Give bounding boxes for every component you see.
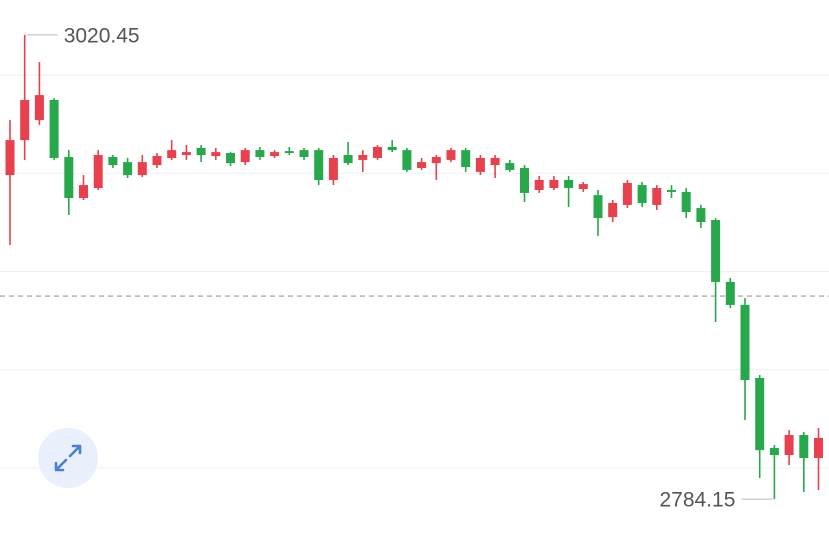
candle-body [446, 150, 456, 160]
candle-body [299, 150, 309, 157]
candle-body [211, 152, 221, 157]
candle-body [226, 153, 235, 164]
candle-body [64, 156, 74, 199]
candle-body [578, 184, 588, 190]
candle-body [667, 189, 676, 192]
candle-body [284, 151, 294, 154]
candle-body [461, 150, 471, 168]
candle-body [475, 157, 485, 172]
candle-body [358, 155, 368, 160]
max-label: 3020.45 [64, 24, 140, 47]
expand-button[interactable] [38, 428, 98, 488]
candle-body [652, 188, 662, 205]
candle-body [622, 182, 632, 205]
candle-body [79, 185, 88, 199]
expand-icon[interactable] [54, 444, 82, 472]
candle-body [637, 185, 647, 203]
candle-body [490, 157, 500, 166]
candle-body [417, 162, 427, 168]
candle-body [93, 155, 103, 189]
candle-body [755, 378, 765, 451]
candle-body [696, 208, 706, 223]
candle-body [240, 150, 250, 163]
candle-body [534, 179, 544, 190]
candle-body [152, 156, 162, 166]
candle-body [387, 146, 397, 151]
candle-body [123, 162, 133, 176]
candle-body [34, 95, 44, 121]
candle-body [167, 150, 177, 158]
candle-body [505, 163, 515, 170]
candle-body [5, 140, 15, 176]
candle-body [431, 156, 441, 164]
candle-body [328, 157, 338, 180]
candle-body [20, 100, 30, 141]
candle-body [799, 434, 809, 458]
candle-body [769, 447, 779, 456]
candle-body [520, 167, 529, 193]
candle-body [108, 156, 118, 166]
candle-body [564, 179, 574, 189]
candle-body [725, 281, 735, 305]
candle-body [711, 220, 721, 282]
candle-body [681, 191, 691, 212]
candle-body [373, 146, 382, 158]
candle-body [608, 202, 618, 218]
candle-body [814, 437, 823, 458]
candle-body [740, 304, 750, 380]
candle-body [549, 179, 559, 189]
candle-body [181, 152, 191, 156]
candle-body [343, 155, 353, 164]
candle-body [784, 434, 794, 456]
candle-body [196, 147, 206, 156]
candle-body [270, 152, 280, 157]
candle-body [593, 195, 603, 219]
candle-body [314, 150, 324, 180]
candle-body [255, 150, 265, 157]
candle-body [137, 162, 147, 176]
candle-body [402, 150, 412, 170]
min-label: 2784.15 [659, 489, 735, 512]
candle-body [49, 100, 59, 158]
expand-button-bg[interactable] [38, 428, 98, 488]
